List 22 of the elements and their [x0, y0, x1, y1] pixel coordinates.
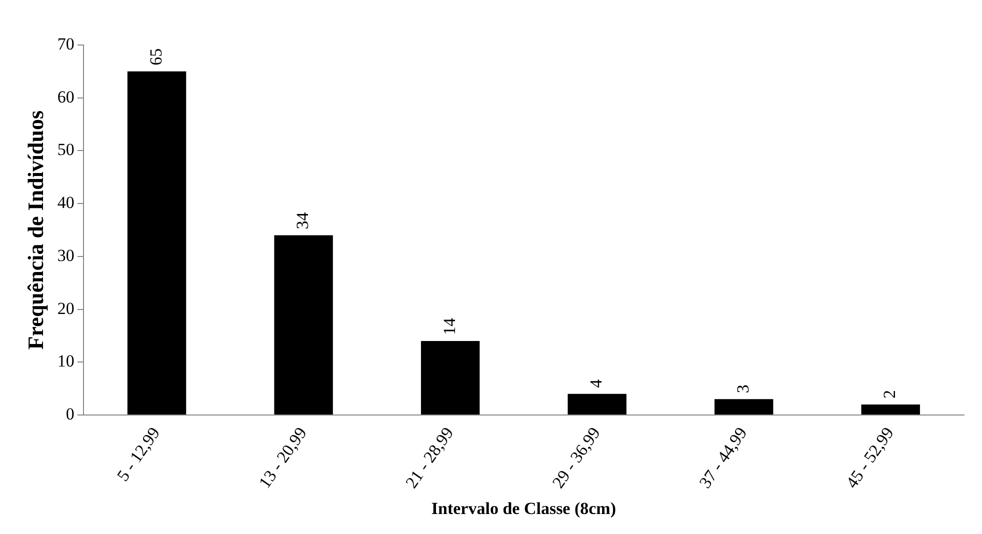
- y-tick-label: 50: [57, 140, 74, 160]
- y-tick-label: 20: [57, 298, 74, 318]
- bar: [274, 235, 333, 415]
- y-tick-label: 40: [57, 193, 74, 212]
- bar: [568, 394, 626, 415]
- data-label: 4: [586, 378, 606, 388]
- y-axis-title: Frequência de Indivíduos: [22, 110, 48, 350]
- bar: [420, 341, 480, 415]
- y-tick-label: 70: [57, 34, 74, 54]
- bar: [127, 71, 186, 415]
- data-label: 65: [146, 48, 166, 66]
- y-tick-label: 60: [57, 87, 74, 106]
- y-tick-label: 10: [57, 352, 74, 371]
- data-label: 3: [733, 384, 752, 394]
- data-label: 2: [880, 390, 900, 398]
- y-tick-label: 30: [57, 246, 74, 265]
- y-tick-label: 0: [66, 404, 74, 424]
- x-axis-title: Intervalo de Classe (8cm): [431, 499, 616, 518]
- data-label: 34: [293, 212, 312, 230]
- data-label: 14: [440, 318, 459, 336]
- bar: [714, 399, 774, 415]
- bar: [861, 404, 920, 415]
